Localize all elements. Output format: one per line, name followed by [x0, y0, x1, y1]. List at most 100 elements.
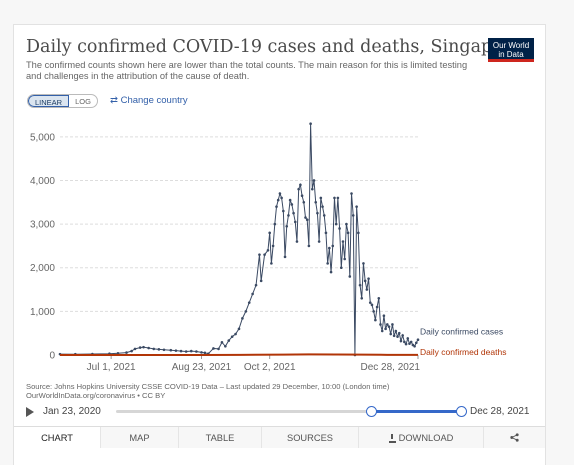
data-point	[224, 344, 227, 348]
data-point	[278, 192, 282, 195]
data-point	[326, 262, 329, 265]
data-point	[230, 335, 234, 338]
data-point	[392, 334, 396, 338]
timeline: Jan 23, 2020 Dec 28, 2021	[26, 405, 541, 419]
data-point	[343, 257, 346, 261]
data-point	[312, 179, 316, 182]
data-point	[227, 339, 231, 342]
data-point	[409, 340, 413, 344]
x-tick-label: Aug 23, 2021	[172, 362, 232, 373]
data-point	[394, 329, 398, 333]
data-point	[142, 345, 145, 349]
data-point	[358, 283, 362, 287]
tab-share[interactable]	[483, 427, 545, 448]
log-scale-button[interactable]: LOG	[75, 97, 91, 106]
data-point	[295, 240, 299, 243]
tab-sources[interactable]: SOURCES	[261, 427, 358, 448]
timeline-start-handle[interactable]	[365, 406, 377, 417]
data-point	[317, 240, 321, 243]
data-point	[408, 342, 411, 345]
data-point	[311, 187, 314, 191]
data-point	[331, 244, 335, 248]
data-point	[372, 310, 375, 313]
play-icon[interactable]	[26, 407, 34, 417]
data-point	[184, 350, 188, 353]
data-point	[316, 211, 319, 215]
source-line[interactable]: Source: Johns Hopkins University CSSE CO…	[26, 382, 390, 391]
data-point	[406, 337, 410, 340]
timeline-end-label: Dec 28, 2021	[470, 406, 530, 417]
data-point	[379, 323, 382, 326]
data-point	[220, 341, 224, 344]
data-point	[302, 200, 306, 204]
data-point	[370, 303, 374, 307]
tab-chart[interactable]: CHART	[14, 427, 100, 448]
series-line	[59, 353, 419, 356]
line-chart: 0 1,000 2,000 3,000 4,000 5,000 Jul 1, 2021 Aug…	[30, 122, 506, 373]
timeline-start-label: Jan 23, 2020	[43, 406, 101, 417]
data-point	[276, 198, 280, 202]
y-tick-label: 3,000	[30, 220, 55, 231]
data-point	[258, 253, 261, 256]
y-tick-label: 0	[49, 351, 55, 362]
y-tick-label: 1,000	[30, 307, 55, 318]
data-point	[266, 248, 270, 252]
data-point	[365, 288, 369, 291]
data-point	[386, 323, 389, 326]
scale-toggle: LINEAR LOG	[27, 94, 98, 108]
data-point	[338, 227, 341, 230]
data-point	[287, 214, 290, 217]
data-point	[351, 214, 355, 217]
data-point	[309, 122, 312, 126]
data-point	[404, 342, 408, 346]
data-point	[179, 349, 183, 353]
data-point	[360, 296, 364, 300]
data-point	[152, 347, 156, 351]
data-point	[270, 262, 273, 265]
data-point	[307, 244, 311, 248]
data-point	[355, 205, 358, 208]
y-tick-label: 4,000	[30, 176, 55, 187]
data-point	[125, 351, 128, 354]
data-point	[174, 349, 178, 352]
series-line	[59, 123, 419, 356]
data-point	[348, 275, 352, 278]
change-country-button[interactable]: ⇄ Change country	[110, 95, 188, 106]
series-label: Daily confirmed deaths	[420, 347, 506, 357]
timeline-track[interactable]	[116, 406, 467, 417]
data-point	[350, 192, 353, 195]
timeline-end-handle[interactable]	[455, 406, 467, 417]
data-point	[259, 279, 263, 283]
tab-download[interactable]: DOWNLOAD	[358, 427, 483, 448]
data-point	[341, 240, 345, 243]
data-point	[157, 348, 161, 351]
tab-map[interactable]: MAP	[100, 427, 178, 448]
data-point	[377, 296, 381, 300]
data-point	[237, 327, 241, 331]
linear-scale-button[interactable]: LINEAR	[28, 95, 70, 107]
data-point	[384, 327, 387, 331]
data-point	[244, 310, 248, 313]
data-point	[297, 187, 300, 191]
data-point	[346, 231, 350, 235]
data-point	[333, 196, 336, 200]
data-point	[413, 344, 416, 348]
logo-line-1: Our World	[492, 41, 530, 50]
data-point	[363, 279, 367, 283]
license-line[interactable]: OurWorldInData.org/coronavirus • CC BY	[26, 391, 166, 400]
data-point	[263, 253, 266, 256]
data-point	[300, 194, 304, 198]
data-point	[382, 314, 386, 318]
data-point	[389, 332, 393, 336]
data-point	[285, 224, 289, 228]
data-point	[275, 205, 278, 208]
data-point	[399, 339, 403, 343]
owid-logo[interactable]: Our World in Data	[488, 38, 534, 62]
tab-table[interactable]: TABLE	[178, 427, 261, 448]
data-point	[374, 318, 377, 322]
data-point	[414, 341, 418, 345]
logo-line-2: in Data	[498, 50, 524, 59]
data-point	[314, 200, 318, 204]
timeline-selection	[371, 410, 461, 413]
data-point	[396, 335, 399, 338]
